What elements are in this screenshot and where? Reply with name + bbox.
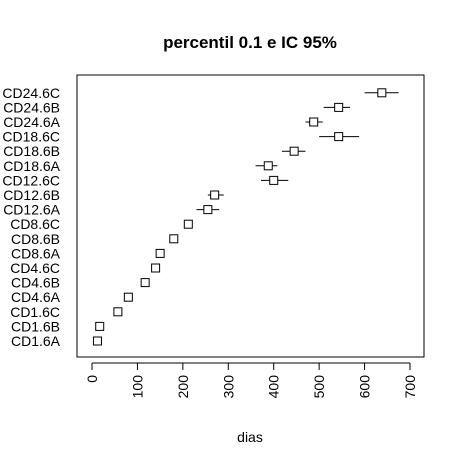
point-marker <box>334 132 344 142</box>
point-marker <box>95 321 105 331</box>
y-tick-label: CD18.6B <box>3 143 60 159</box>
y-tick-label: CD24.6C <box>2 85 60 101</box>
y-tick-label: CD8.6C <box>10 216 60 232</box>
x-tick-label: 200 <box>175 375 191 399</box>
point-marker <box>289 146 299 156</box>
x-axis-label: dias <box>237 429 263 445</box>
point-marker <box>309 117 319 127</box>
y-tick-label: CD24.6B <box>3 99 60 115</box>
y-tick-label: CD12.6C <box>2 172 60 188</box>
point-marker <box>92 336 102 346</box>
x-tick-label: 600 <box>357 375 373 399</box>
x-tick-label: 400 <box>266 375 282 399</box>
point-marker <box>151 263 161 273</box>
y-tick-label: CD1.6C <box>10 304 60 320</box>
x-tick-label: 700 <box>402 375 418 399</box>
y-tick-label: CD4.6C <box>10 260 60 276</box>
point-marker <box>203 205 213 215</box>
point-marker <box>140 278 150 288</box>
y-tick-label: CD4.6A <box>11 289 61 305</box>
y-tick-label: CD18.6C <box>2 129 60 145</box>
plot-area: 0 100 200 300 400 500 600 700 CD1.6ACD1.6BCD1.6C… <box>2 74 425 399</box>
point-marker <box>269 175 279 185</box>
point-marker <box>169 234 179 244</box>
x-tick-label: 0 <box>84 375 100 383</box>
y-tick-label: CD4.6B <box>11 275 60 291</box>
y-tick-label: CD8.6B <box>11 231 60 247</box>
chart-title: percentil 0.1 e IC 95% <box>163 33 337 52</box>
point-marker <box>263 161 273 171</box>
y-tick-label: CD18.6A <box>3 158 60 174</box>
point-marker <box>183 219 193 229</box>
x-tick-label: 100 <box>129 375 145 399</box>
y-tick-label: CD1.6A <box>11 333 61 349</box>
plot-frame <box>76 74 425 358</box>
point-marker <box>210 190 220 200</box>
y-tick-label: CD12.6B <box>3 187 60 203</box>
y-tick-label: CD1.6B <box>11 318 60 334</box>
x-tick-label: 500 <box>311 375 327 399</box>
y-tick-label: CD12.6A <box>3 202 60 218</box>
point-marker <box>377 88 387 98</box>
point-marker <box>155 248 165 258</box>
point-marker <box>123 292 133 302</box>
y-tick-label: CD24.6A <box>3 114 60 130</box>
point-marker <box>334 102 344 112</box>
point-marker <box>113 307 123 317</box>
y-tick-label: CD8.6A <box>11 245 61 261</box>
x-tick-label: 300 <box>220 375 236 399</box>
